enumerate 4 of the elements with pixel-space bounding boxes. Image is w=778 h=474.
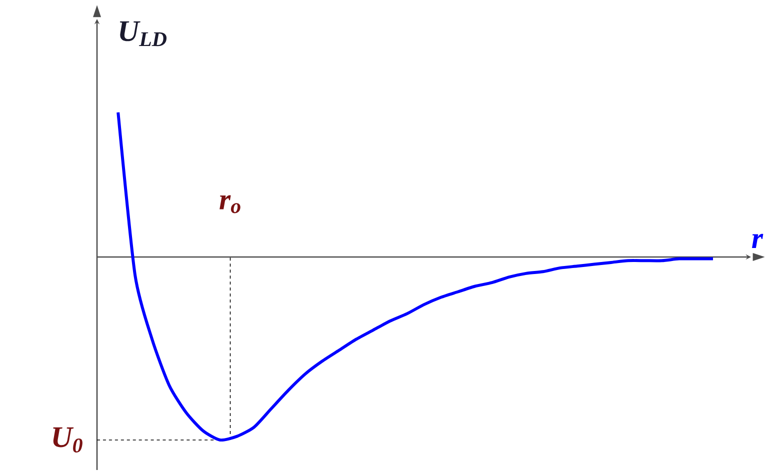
y-axis-title: U$_{LD}$: [120, 21, 167, 46]
x-axis-title: r: [752, 234, 764, 248]
ref-line-label: U$_{0}$: [53, 427, 82, 453]
annotation: r$_{o}$: [220, 195, 240, 214]
